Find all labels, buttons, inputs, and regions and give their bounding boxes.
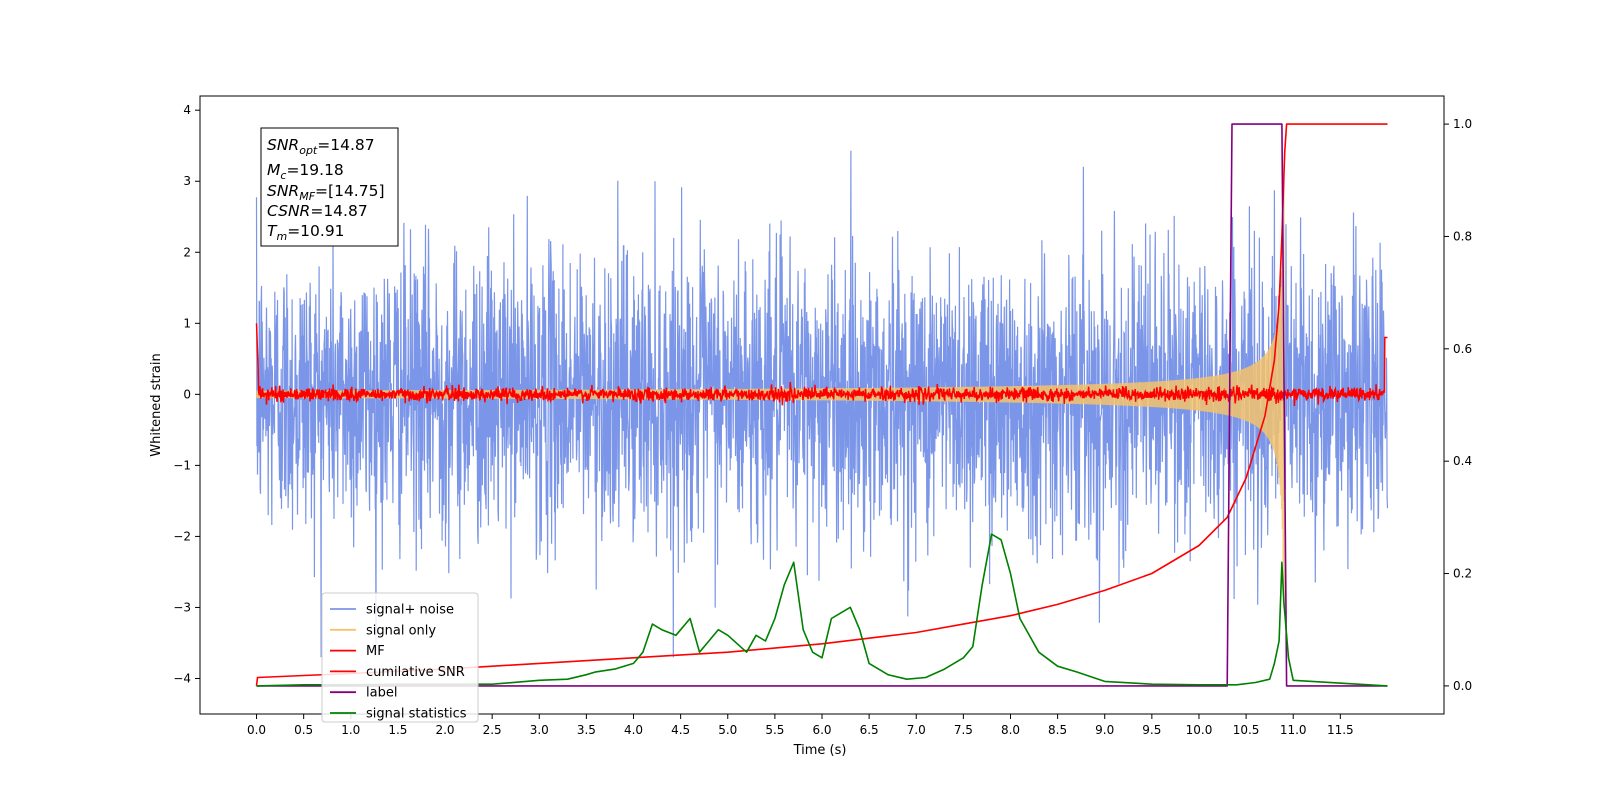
x-tick-label: 9.0 [1095, 723, 1114, 737]
x-tick-label: 3.0 [530, 723, 549, 737]
legend-frame [321, 592, 479, 723]
y-tick-label-left: −1 [173, 458, 191, 472]
x-tick-label: 4.0 [624, 723, 643, 737]
x-tick-label: 1.5 [388, 723, 407, 737]
y-tick-label-right: 0.0 [1453, 679, 1472, 693]
plot-series [255, 123, 1389, 687]
legend: signal+ noise signal only MF cumilative SNR… [321, 592, 479, 723]
x-tick-label: 1.0 [341, 723, 360, 737]
y-tick-label-left: 3 [183, 174, 191, 188]
y-axis-label: Whitened strain [149, 353, 164, 456]
x-tick-label: 2.5 [483, 723, 502, 737]
axes: 0.0 0.5 1.0 1.5 2.0 2.5 3.0 3.5 4.0 4.5 5.0 5.5 6.0 6… [173, 103, 1472, 737]
legend-entry: signal only [366, 623, 436, 638]
y-tick-label-right: 0.8 [1453, 229, 1472, 243]
y-tick-label-left: 1 [183, 316, 191, 330]
annotation-csnr: CSNR=14.87 [267, 202, 368, 220]
series-mf [255, 323, 1388, 407]
annotation-snr-mf: SNRMF=[14.75] [267, 182, 385, 203]
y-tick-label-left: −3 [173, 600, 191, 614]
legend-entry: label [366, 686, 397, 701]
x-tick-label: 6.0 [812, 723, 831, 737]
x-tick-label: 9.5 [1142, 723, 1161, 737]
y-tick-label-right: 1.0 [1453, 117, 1472, 131]
y-tick-label-right: 0.2 [1453, 567, 1472, 581]
y-tick-label-left: 2 [183, 245, 191, 259]
annotation-tm: Tm=10.91 [267, 222, 345, 243]
y-tick-label-right: 0.6 [1453, 342, 1472, 356]
x-tick-label: 2.0 [435, 723, 454, 737]
y-tick-label-left: −4 [173, 671, 191, 685]
series-cumulative-snr [255, 123, 1388, 686]
annotation-frame [260, 127, 399, 247]
y-tick-label-left: −2 [173, 529, 191, 543]
x-tick-label: 7.0 [907, 723, 926, 737]
x-tick-label: 0.5 [294, 723, 313, 737]
x-axis-label: Time (s) [793, 743, 847, 758]
x-tick-label: 10.5 [1233, 723, 1260, 737]
x-tick-label: 11.5 [1327, 723, 1354, 737]
series-signal-noise [255, 150, 1389, 658]
x-tick-label: 5.5 [765, 723, 784, 737]
x-tick-label: 6.5 [860, 723, 879, 737]
annotation-box: SNRopt=14.87 Mc=19.18 SNRMF=[14.75] CSNR… [260, 127, 399, 247]
y-tick-label-left: 0 [183, 387, 191, 401]
x-tick-label: 8.0 [1001, 723, 1020, 737]
series-signal-statistics [256, 533, 1388, 687]
series-label [256, 123, 1388, 687]
legend-entry: MF [366, 644, 385, 659]
x-tick-label: 10.0 [1186, 723, 1213, 737]
x-tick-label: 5.0 [718, 723, 737, 737]
y-tick-label-right: 0.4 [1453, 454, 1472, 468]
x-tick-label: 11.0 [1280, 723, 1307, 737]
annotation-mc: Mc=19.18 [267, 161, 344, 182]
x-tick-label: 3.5 [577, 723, 596, 737]
legend-entry: signal+ noise [366, 603, 454, 618]
legend-entry: cumilative SNR [366, 665, 465, 680]
annotation-snr-opt: SNRopt=14.87 [267, 136, 375, 157]
x-tick-label: 7.5 [954, 723, 973, 737]
x-tick-label: 0.0 [247, 723, 266, 737]
x-tick-label: 8.5 [1048, 723, 1067, 737]
x-tick-label: 4.5 [671, 723, 690, 737]
legend-entry: signal statistics [366, 707, 467, 722]
y-tick-label-left: 4 [183, 103, 191, 117]
